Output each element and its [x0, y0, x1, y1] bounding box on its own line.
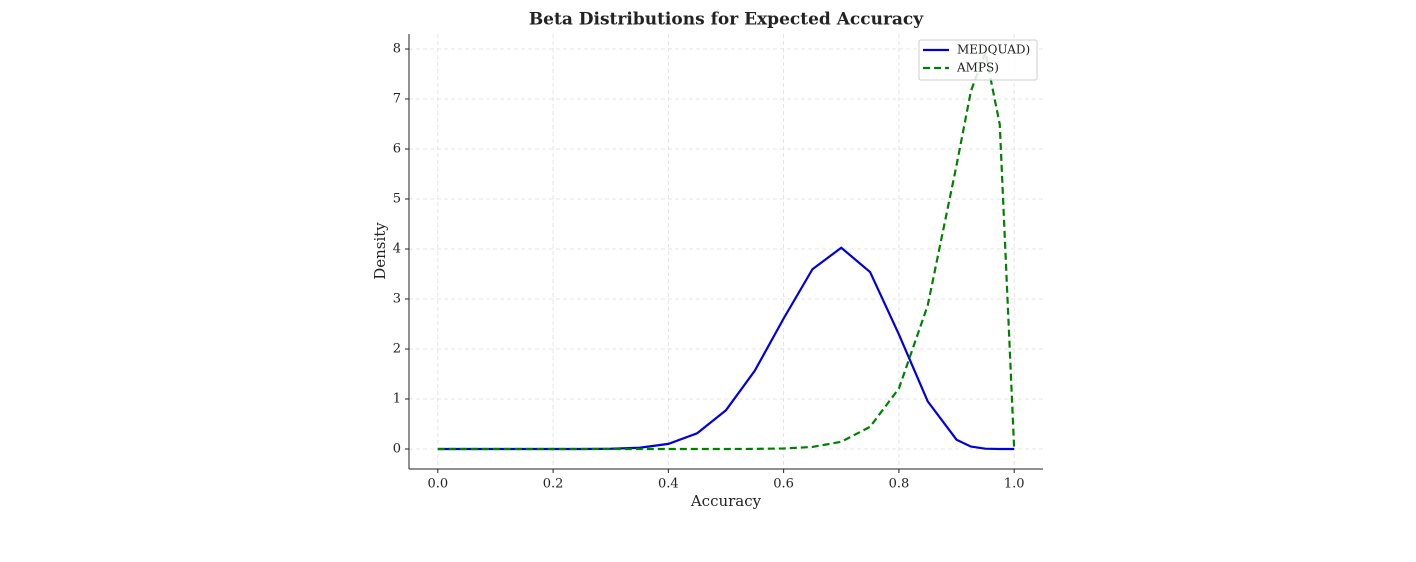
legend-label: MEDQUAD) [957, 43, 1030, 57]
y-tick-label: 0 [393, 442, 401, 457]
x-tick-label: 0.8 [889, 477, 910, 492]
x-axis-label: Accuracy [690, 492, 762, 510]
legend-label: AMPS) [956, 61, 999, 75]
y-tick-label: 1 [393, 392, 401, 407]
data-line [437, 48, 1016, 451]
y-tick-label: 8 [393, 42, 401, 57]
y-tick-label: 6 [393, 142, 401, 157]
chart-title: Beta Distributions for Expected Accuracy [529, 10, 924, 30]
y-tick-label: 2 [393, 342, 401, 357]
y-tick-label: 5 [393, 192, 401, 207]
data-line [437, 246, 1015, 451]
y-tick-label: 7 [393, 92, 401, 107]
x-tick-label: 1.0 [1004, 477, 1025, 492]
y-axis-label: Density [371, 222, 389, 280]
legend: MEDQUAD) AMPS) [918, 39, 1038, 81]
y-tick-label: 4 [393, 242, 401, 257]
x-tick-label: 0.6 [773, 477, 794, 492]
x-tick-label: 0.4 [658, 477, 679, 492]
x-tick-label: 0.2 [543, 477, 564, 492]
x-tick-label: 0.0 [427, 477, 448, 492]
y-tick-label: 3 [393, 292, 401, 307]
